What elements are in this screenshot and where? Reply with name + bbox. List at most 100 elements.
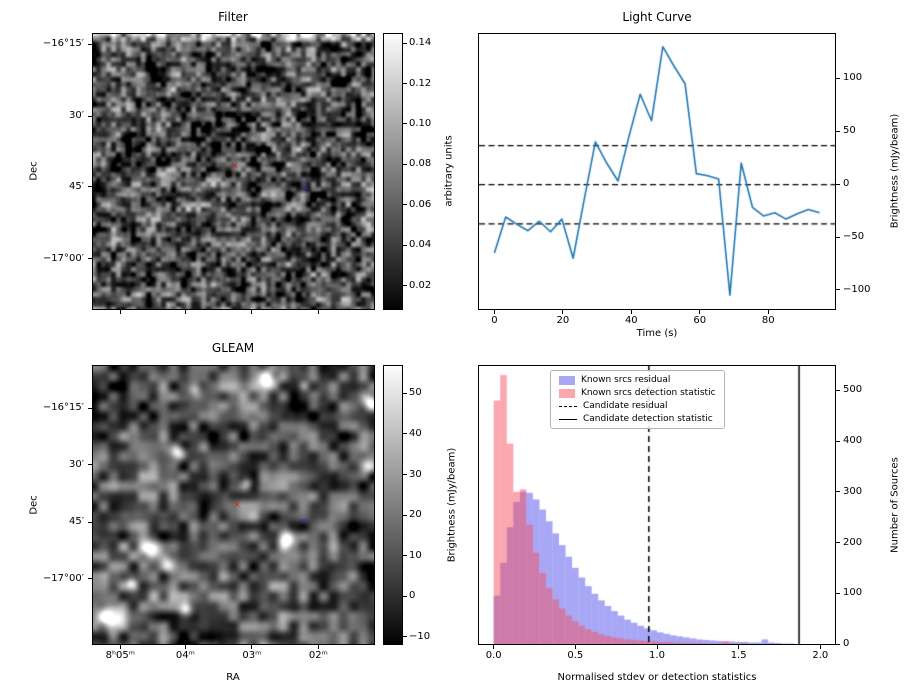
tick-mark xyxy=(403,204,407,206)
tick-mark xyxy=(738,645,740,649)
tick-mark xyxy=(562,310,564,314)
tick-mark xyxy=(699,310,701,314)
tick-mark xyxy=(403,555,407,557)
tick-mark xyxy=(403,636,407,638)
gleam-colorbar-tick-label: 0 xyxy=(409,590,416,602)
filter-marker-candidate-x-icon: ✕ xyxy=(231,161,239,172)
gleam-dec-tick-label: −17°00′ xyxy=(42,572,84,584)
tick-mark xyxy=(251,310,253,314)
tick-mark xyxy=(403,474,407,476)
gleam-dec-tick-label: 45′ xyxy=(69,516,84,528)
tick-mark xyxy=(836,183,840,185)
gleam-ra-tick-label: 03ᵐ xyxy=(242,650,262,661)
histogram-xlabel: Normalised stdev or detection statistics xyxy=(557,672,757,683)
tick-mark xyxy=(88,258,92,260)
tick-mark xyxy=(836,289,840,291)
tick-mark xyxy=(836,77,840,79)
tick-mark xyxy=(403,163,407,165)
tick-mark xyxy=(630,310,632,314)
light-curve-title: Light Curve xyxy=(622,10,692,24)
count-tick-label: 300 xyxy=(843,485,863,497)
filter-ylabel: Dec xyxy=(28,161,40,181)
gleam-image xyxy=(93,366,374,644)
gleam-marker-reference-x-icon: ✕ xyxy=(300,517,308,528)
tick-mark xyxy=(403,595,407,597)
light-curve-ylabel: Brightness (mJy/beam) xyxy=(889,113,901,229)
stat-tick-label: 0.5 xyxy=(567,650,584,661)
filter-marker-reference-x-icon: ✕ xyxy=(301,183,309,194)
filter-colorbar-label: arbitrary units xyxy=(443,135,455,207)
tick-mark xyxy=(493,645,495,649)
count-tick-label: 500 xyxy=(843,384,863,396)
gleam-colorbar-tick-label: 30 xyxy=(409,468,422,480)
gleam-colorbar-label: Brightness (mJy/beam) xyxy=(446,447,458,563)
filter-colorbar-tick-label: 0.02 xyxy=(409,279,432,291)
brightness-tick-label: −100 xyxy=(843,283,871,295)
filter-dec-tick-label: 30′ xyxy=(69,110,84,122)
tick-mark xyxy=(836,236,840,238)
legend-label-known-residual: Known srcs residual xyxy=(581,375,671,385)
time-tick-label: 40 xyxy=(624,315,638,326)
legend-item-candidate-residual: Candidate residual xyxy=(559,401,716,411)
tick-mark xyxy=(836,592,840,594)
legend-swatch-residual xyxy=(559,375,575,385)
tick-mark xyxy=(88,407,92,409)
brightness-tick-label: 0 xyxy=(843,178,850,190)
tick-mark xyxy=(317,645,319,649)
histogram-legend: Known srcs residual Known srcs detection… xyxy=(550,370,725,429)
count-tick-label: 100 xyxy=(843,587,863,599)
tick-mark xyxy=(656,645,658,649)
tick-mark xyxy=(836,440,840,442)
tick-mark xyxy=(836,130,840,132)
filter-dec-tick-label: −16°15′ xyxy=(42,38,84,50)
tick-mark xyxy=(88,521,92,523)
tick-mark xyxy=(767,310,769,314)
tick-mark xyxy=(403,42,407,44)
filter-colorbar xyxy=(383,33,403,310)
filter-colorbar-tick-label: 0.10 xyxy=(409,117,432,129)
tick-mark xyxy=(493,310,495,314)
count-tick-label: 200 xyxy=(843,536,863,548)
gleam-colorbar-tick-label: 10 xyxy=(409,549,422,561)
tick-mark xyxy=(403,123,407,125)
legend-item-candidate-detstat: Candidate detection statistic xyxy=(559,414,716,424)
tick-mark xyxy=(403,392,407,394)
histogram-ylabel: Number of Sources xyxy=(889,457,901,553)
gleam-colorbar-tick-label: −10 xyxy=(409,630,431,642)
legend-label-candidate-residual: Candidate residual xyxy=(583,401,668,411)
legend-swatch-detstat xyxy=(559,388,575,398)
filter-colorbar-tick-label: 0.08 xyxy=(409,158,432,170)
brightness-tick-label: 50 xyxy=(843,125,856,137)
time-tick-label: 80 xyxy=(761,315,775,326)
tick-mark xyxy=(88,578,92,580)
tick-mark xyxy=(403,433,407,435)
legend-label-candidate-detstat: Candidate detection statistic xyxy=(583,414,713,424)
gleam-colorbar-tick-label: 40 xyxy=(409,427,422,439)
stat-tick-label: 2.0 xyxy=(812,650,829,661)
time-tick-label: 20 xyxy=(556,315,570,326)
tick-mark xyxy=(836,643,840,645)
gleam-marker-candidate-x-icon: ✕ xyxy=(233,500,241,511)
gleam-title: GLEAM xyxy=(211,341,255,355)
stat-tick-label: 0.0 xyxy=(485,650,502,661)
count-tick-label: 0 xyxy=(843,638,850,649)
gleam-axes xyxy=(92,365,375,645)
filter-title: Filter xyxy=(218,10,248,24)
gleam-dec-tick-label: 30′ xyxy=(69,458,84,470)
gleam-ra-tick-label: 02ᵐ xyxy=(308,650,328,661)
stat-tick-label: 1.5 xyxy=(730,650,747,661)
legend-item-known-detstat: Known srcs detection statistic xyxy=(559,388,716,398)
legend-item-known-residual: Known srcs residual xyxy=(559,375,716,385)
tick-mark xyxy=(119,645,121,649)
filter-dec-tick-label: −17°00′ xyxy=(42,252,84,264)
tick-mark xyxy=(251,645,253,649)
gleam-dec-tick-label: −16°15′ xyxy=(42,402,84,414)
gleam-colorbar-tick-label: 20 xyxy=(409,509,422,521)
gleam-xlabel: RA xyxy=(226,672,240,683)
tick-mark xyxy=(88,115,92,117)
light-curve-axes xyxy=(478,33,836,310)
filter-axes xyxy=(92,33,375,310)
tick-mark xyxy=(88,43,92,45)
tick-mark xyxy=(403,285,407,287)
